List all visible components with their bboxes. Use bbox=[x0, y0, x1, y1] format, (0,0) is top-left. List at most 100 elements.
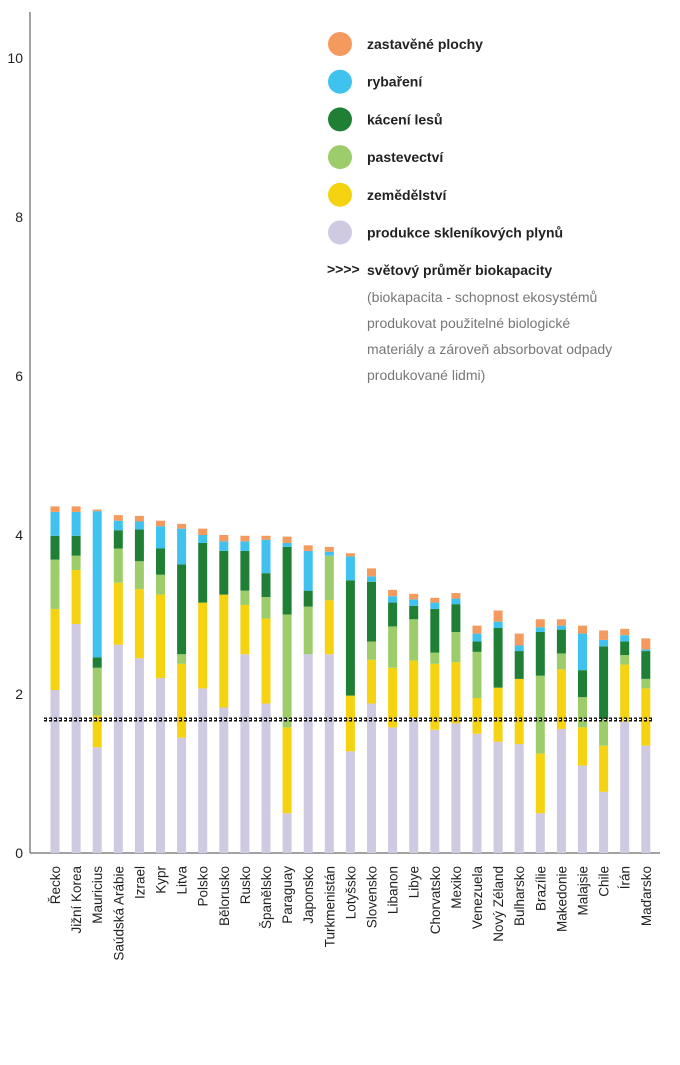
bar-segment bbox=[219, 550, 229, 595]
bar-segment bbox=[50, 535, 60, 560]
y-axis: 0 2 4 6 8 10 bbox=[7, 12, 31, 861]
bar-segment bbox=[535, 631, 545, 676]
bar-segment bbox=[367, 576, 376, 582]
bar-segment bbox=[345, 751, 355, 853]
bar-segment bbox=[430, 608, 440, 653]
bar-segment bbox=[388, 596, 398, 603]
bar-segment bbox=[451, 593, 461, 599]
bar-segment bbox=[388, 667, 398, 728]
bar-segment bbox=[409, 717, 419, 853]
y-tick-label: 2 bbox=[15, 686, 23, 702]
bar-segment bbox=[177, 654, 187, 664]
x-tick-label: Venezuela bbox=[470, 866, 485, 930]
bar-stack bbox=[388, 589, 398, 853]
bar-stack bbox=[620, 628, 630, 853]
reference-marker-glyph: >>>> bbox=[327, 261, 360, 277]
bar-segment bbox=[240, 654, 250, 853]
bar-segment bbox=[599, 630, 609, 640]
bar-segment bbox=[303, 654, 313, 853]
bar-segment bbox=[156, 678, 165, 853]
bar-segment bbox=[409, 660, 419, 718]
bar-segment bbox=[303, 545, 313, 551]
bar-segment bbox=[620, 655, 630, 665]
bar-segment bbox=[50, 608, 60, 691]
bar-stack bbox=[282, 536, 292, 853]
bar-segment bbox=[134, 589, 144, 659]
bar-segment bbox=[345, 556, 355, 581]
legend-note-line: produkované lidmi) bbox=[367, 367, 485, 383]
bar-segment bbox=[303, 590, 313, 607]
bar-segment bbox=[92, 511, 102, 658]
bar-segment bbox=[535, 813, 545, 853]
bar-segment bbox=[261, 539, 271, 574]
legend-swatch bbox=[328, 69, 352, 94]
bar-segment bbox=[472, 697, 482, 734]
x-tick-label: Bělorusko bbox=[217, 866, 232, 926]
bar-segment bbox=[198, 602, 208, 689]
bar-segment bbox=[367, 568, 376, 577]
bar-segment bbox=[578, 727, 587, 766]
bar-segment bbox=[156, 520, 165, 527]
bar-segment bbox=[240, 535, 250, 542]
bar-segment bbox=[620, 635, 630, 642]
bar-stack bbox=[92, 509, 102, 853]
bar-segment bbox=[641, 651, 651, 679]
legend-item: produkce skleníkových plynů bbox=[328, 220, 563, 245]
bar-segment bbox=[156, 594, 165, 679]
bar-segment bbox=[177, 564, 187, 655]
bar-segment bbox=[345, 580, 355, 696]
legend-note-line: produkovat použitelné biologické bbox=[367, 315, 570, 331]
bar-segment bbox=[620, 664, 630, 722]
bar-stack bbox=[641, 638, 651, 853]
bar-stack bbox=[493, 610, 503, 853]
bar-segment bbox=[641, 745, 651, 853]
bar-segment bbox=[134, 521, 144, 530]
bar-segment bbox=[50, 511, 60, 536]
x-tick-label: Japonsko bbox=[301, 866, 316, 924]
bar-segment bbox=[92, 715, 102, 748]
bar-segment bbox=[71, 624, 81, 853]
bar-segment bbox=[113, 582, 123, 645]
bar-segment bbox=[71, 555, 81, 570]
bar-segment bbox=[282, 727, 292, 814]
bar-segment bbox=[535, 619, 545, 628]
bar-segment bbox=[578, 765, 587, 853]
x-tick-label: Jižní Korea bbox=[69, 866, 84, 934]
bar-segment bbox=[261, 573, 271, 598]
bar-segment bbox=[282, 546, 292, 615]
bar-segment bbox=[219, 707, 229, 853]
bar-segment bbox=[345, 553, 355, 557]
bar-segment bbox=[409, 605, 419, 620]
bar-segment bbox=[92, 667, 102, 716]
bar-stack bbox=[514, 633, 524, 853]
bar-segment bbox=[409, 619, 419, 661]
bar-segment bbox=[113, 515, 123, 521]
x-tick-label: Brazílie bbox=[533, 866, 548, 911]
bar-segment bbox=[493, 687, 503, 742]
y-tick-label: 4 bbox=[15, 527, 23, 543]
x-tick-label: Bulharsko bbox=[512, 866, 527, 926]
bar-segment bbox=[388, 602, 398, 627]
y-tick-label: 6 bbox=[15, 368, 23, 384]
bar-stack bbox=[535, 619, 545, 853]
x-tick-label: Paraguay bbox=[280, 866, 295, 924]
x-tick-label: Mauricius bbox=[90, 866, 105, 924]
bar-segment bbox=[514, 651, 524, 679]
bar-segment bbox=[556, 619, 566, 626]
bar-segment bbox=[430, 597, 440, 603]
bar-segment bbox=[50, 506, 60, 512]
bar-stack bbox=[198, 528, 208, 853]
bar-segment bbox=[261, 597, 271, 619]
legend-item: pastevectví bbox=[328, 145, 444, 170]
x-tick-label: Turkmenistán bbox=[322, 866, 337, 947]
bar-stack bbox=[177, 523, 187, 853]
legend-item: zastavěné plochy bbox=[328, 32, 483, 56]
bar-stack bbox=[472, 625, 482, 853]
bar-segment bbox=[388, 727, 398, 853]
bar-segment bbox=[451, 598, 461, 605]
bar-stack bbox=[303, 545, 313, 853]
bar-segment bbox=[388, 589, 398, 597]
legend-label: rybaření bbox=[367, 74, 423, 90]
bar-segment bbox=[641, 649, 651, 652]
